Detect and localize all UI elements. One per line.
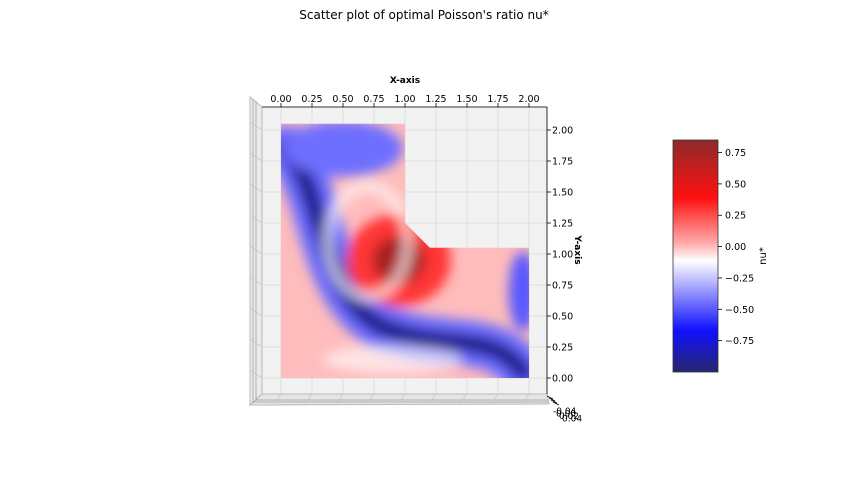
x-axis-label: X-axis xyxy=(390,76,420,86)
grid-line-side xyxy=(249,369,263,379)
grid-line-side xyxy=(249,307,263,317)
x-tick-label: 0.00 xyxy=(270,94,291,105)
z-axis-ticks: -0.040.000.020.04 xyxy=(546,395,582,425)
z-tick-mark xyxy=(550,399,558,404)
grid-line-side xyxy=(249,245,263,255)
y-tick-label: 1.75 xyxy=(552,157,573,168)
grid-line-bottom xyxy=(334,393,344,406)
grid-line-side xyxy=(249,183,263,193)
field-transition xyxy=(322,181,413,302)
grid-line-side xyxy=(249,338,263,348)
z-tick-mark xyxy=(548,397,556,402)
x-tick-label: 0.50 xyxy=(332,94,353,105)
colorbar-tick-label: −0.25 xyxy=(725,273,754,284)
x-tick-label: 1.25 xyxy=(425,94,446,105)
z-tick-mark xyxy=(546,395,554,400)
field-top-region xyxy=(283,123,403,177)
z-tick-mark xyxy=(552,401,560,406)
grid-line-bottom xyxy=(520,393,530,406)
z-tick-label: 0.04 xyxy=(562,415,582,425)
y-axis-label: Y-axis xyxy=(572,234,582,264)
y-tick-label: 0.50 xyxy=(552,312,573,323)
colorbar-tick-label: 0.00 xyxy=(725,242,746,253)
grid-line-side xyxy=(249,121,263,131)
y-tick-label: 1.50 xyxy=(552,188,573,199)
grid-line-bottom xyxy=(272,393,282,406)
x-tick-label: 0.75 xyxy=(363,94,384,105)
grid-line-bottom xyxy=(303,393,313,406)
x-tick-label: 1.50 xyxy=(456,94,477,105)
grid-line-side xyxy=(249,214,263,224)
grid-line-side xyxy=(249,276,263,286)
z-tick-label: -0.04 xyxy=(553,407,577,417)
bottom-pane-edges xyxy=(248,393,550,406)
y-tick-label: 0.75 xyxy=(552,281,573,292)
y-tick-label: 1.00 xyxy=(552,250,573,261)
z-tick-label: 0.00 xyxy=(556,410,576,420)
grid-line-bottom xyxy=(458,393,468,406)
y-axis-ticks: 0.00 0.25 0.50 0.75 1.00 1.25 1.50 1.75 2.00 xyxy=(546,107,573,394)
colorbar-tick-label: 0.75 xyxy=(725,148,746,159)
colorbar-tick-label: 0.25 xyxy=(725,211,746,222)
x-tick-label: 1.00 xyxy=(394,94,415,105)
colorbar-bar xyxy=(672,139,719,373)
x-tick-label: 0.25 xyxy=(301,94,322,105)
colorbar-label: nu* xyxy=(758,247,769,265)
field-blobs xyxy=(281,123,529,378)
y-tick-label: 0.00 xyxy=(552,374,573,385)
y-tick-label: 2.00 xyxy=(552,126,573,137)
colorbar: 0.75 0.50 0.25 0.00 −0.25 −0.50 −0.75 nu* xyxy=(672,139,769,373)
field-right-region xyxy=(508,251,529,332)
colorbar-ticks: 0.75 0.50 0.25 0.00 −0.25 −0.50 −0.75 xyxy=(718,148,754,347)
x-tick-label: 1.75 xyxy=(487,94,508,105)
grid-line-side xyxy=(249,152,263,162)
y-tick-label: 0.25 xyxy=(552,343,573,354)
y-tick-label: 1.25 xyxy=(552,219,573,230)
grid-line-bottom xyxy=(396,393,406,406)
field-bottom-light xyxy=(322,345,463,374)
colorbar-tick-label: 0.50 xyxy=(725,179,746,190)
x-axis-ticks: 0.00 0.25 0.50 0.75 1.00 1.25 1.50 1.75 2.00 xyxy=(262,94,547,108)
colorbar-tick-label: −0.50 xyxy=(725,305,754,316)
chart-title: Scatter plot of optimal Poisson's ratio … xyxy=(299,8,549,22)
z-tick-label: 0.02 xyxy=(559,412,579,422)
grid-line-bottom xyxy=(427,393,437,406)
x-tick-label: 2.00 xyxy=(518,94,539,105)
grid-line-bottom xyxy=(365,393,375,406)
grid-line-bottom xyxy=(489,393,499,406)
colorbar-tick-label: −0.75 xyxy=(725,336,754,347)
field-band-core xyxy=(283,145,527,376)
